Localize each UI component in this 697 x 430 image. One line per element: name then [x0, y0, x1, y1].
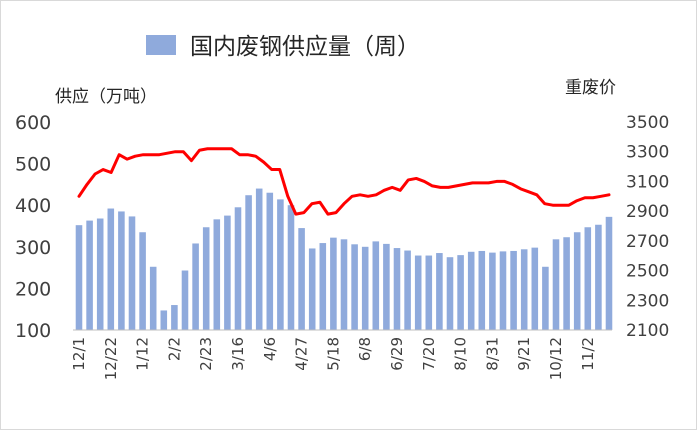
supply-bars [75, 188, 613, 330]
supply-bar [584, 227, 592, 330]
supply-bar [573, 232, 581, 330]
right-axis-tick: 2300 [626, 291, 669, 311]
supply-bar [234, 207, 242, 330]
supply-bar [330, 237, 337, 330]
right-axis-tick: 3100 [626, 172, 669, 192]
supply-bar [467, 251, 475, 330]
supply-bar [75, 225, 83, 330]
right-axis-title: 重废价 [565, 78, 616, 98]
price-line-layer [77, 147, 611, 216]
supply-bar [298, 228, 305, 330]
supply-bar [393, 248, 401, 330]
supply-bar [171, 305, 178, 330]
right-axis-tick: 2500 [626, 262, 669, 282]
supply-bar [192, 243, 199, 330]
right-axis-ticks: 3500 3300 3100 2900 2700 2500 2300 2100 [626, 113, 669, 341]
x-axis-tick: 12/22 [102, 337, 120, 380]
supply-bar [563, 237, 570, 330]
supply-bar [446, 257, 454, 330]
left-axis-tick: 200 [15, 278, 51, 300]
supply-bar [181, 270, 189, 330]
supply-bar [277, 199, 284, 330]
supply-bar [414, 255, 422, 330]
supply-bar [139, 232, 146, 330]
x-axis-tick: 2/23 [197, 337, 215, 371]
supply-bar [404, 250, 411, 330]
x-axis-ticks: 12/1 12/22 1/12 2/2 2/23 3/16 4/6 4/27 5/18 6/8 6/… [70, 337, 597, 380]
supply-bar [361, 246, 369, 330]
right-axis-tick: 2700 [626, 232, 669, 252]
supply-bar [351, 244, 358, 330]
supply-bar [213, 219, 221, 330]
x-axis-tick: 7/20 [420, 337, 438, 371]
legend-swatch [146, 35, 176, 55]
supply-bar [595, 224, 602, 330]
supply-bar [383, 243, 390, 330]
supply-bar [107, 208, 115, 330]
supply-bar [287, 205, 295, 330]
x-axis-tick: 4/6 [261, 337, 279, 361]
left-axis-tick: 100 [15, 320, 51, 342]
supply-bar [510, 250, 517, 330]
x-axis-tick: 6/29 [388, 337, 406, 371]
left-axis-tick: 600 [15, 112, 51, 134]
x-axis-tick: 8/31 [483, 337, 501, 371]
supply-bar [436, 253, 443, 330]
supply-bar [531, 247, 539, 330]
left-axis-tick: 400 [15, 195, 51, 217]
left-axis-tick: 300 [15, 237, 51, 259]
left-axis-title: 供应（万吨） [55, 87, 157, 107]
left-axis-tick: 500 [15, 154, 51, 176]
right-axis-tick: 2900 [626, 202, 669, 222]
supply-bar [542, 266, 549, 330]
supply-bar [160, 310, 168, 330]
supply-bar [96, 218, 104, 330]
x-axis-tick: 1/12 [134, 337, 152, 371]
x-axis-tick: 9/21 [515, 337, 533, 371]
supply-bar [552, 239, 560, 330]
supply-bar [319, 243, 327, 330]
supply-bar [202, 227, 210, 330]
supply-bar [457, 255, 464, 330]
supply-bar [499, 251, 507, 330]
x-axis-tick: 4/27 [293, 337, 311, 371]
right-axis-tick: 3500 [626, 113, 669, 133]
legend-label: 国内废钢供应量（周） [190, 34, 420, 60]
x-axis-tick: 10/12 [547, 337, 565, 380]
supply-bar [224, 215, 231, 330]
x-axis-tick: 2/2 [165, 337, 183, 361]
supply-bar [266, 192, 274, 330]
supply-bar [86, 220, 93, 330]
legend: 国内废钢供应量（周） [146, 34, 420, 60]
right-axis-tick: 2100 [626, 321, 669, 341]
x-axis-tick: 12/1 [70, 337, 88, 371]
supply-bar [118, 211, 125, 330]
supply-bar [149, 266, 157, 330]
supply-bar [478, 250, 486, 330]
supply-bar [340, 239, 348, 330]
x-axis-tick: 5/18 [324, 337, 342, 371]
supply-bar [372, 241, 380, 330]
right-axis-tick: 3300 [626, 143, 669, 163]
price-line [77, 147, 611, 216]
x-axis-tick: 8/10 [452, 337, 470, 371]
x-axis-tick: 6/8 [356, 337, 374, 361]
supply-bar [308, 248, 316, 330]
supply-bar [520, 249, 528, 330]
x-axis-tick: 3/16 [229, 337, 247, 371]
supply-bar [255, 188, 263, 330]
supply-bar [605, 216, 613, 330]
supply-bar [245, 195, 252, 330]
x-axis-tick: 11/2 [579, 337, 597, 371]
supply-bar [489, 252, 496, 330]
supply-bar [128, 216, 136, 330]
left-axis-ticks: 600 500 400 300 200 100 [15, 112, 51, 342]
supply-bar [425, 255, 433, 330]
